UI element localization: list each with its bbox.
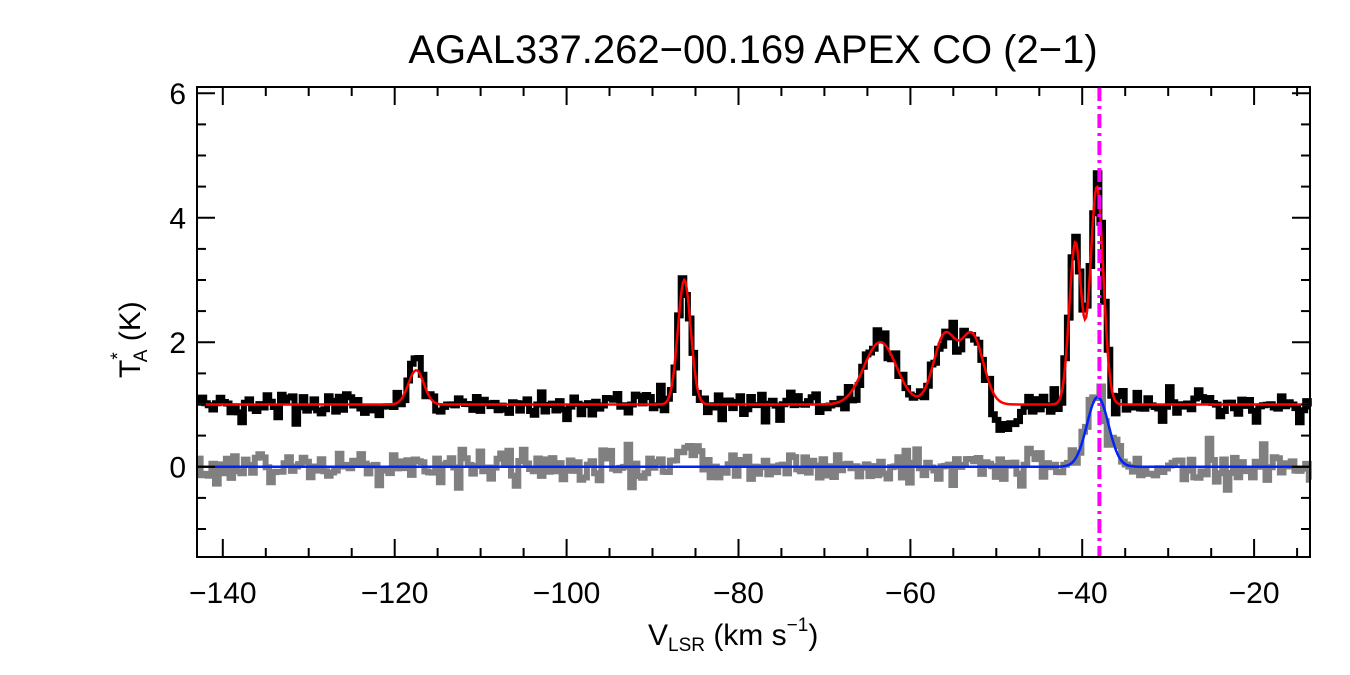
plot-frame — [196, 86, 1311, 558]
x-axis-label-close: ) — [808, 619, 818, 652]
tick-layer — [197, 87, 1310, 557]
x-tick-label: −40 — [1057, 577, 1108, 610]
y-axis-label: T* A (K) — [108, 301, 152, 378]
y-axis-label-sup: * — [108, 352, 129, 360]
x-tick-label: −120 — [361, 577, 429, 610]
x-tick-label: −20 — [1229, 577, 1280, 610]
x-axis-label-sub: LSR — [668, 635, 705, 656]
x-tick-label: −140 — [189, 577, 257, 610]
x-tick-label: −100 — [533, 577, 601, 610]
y-tick-label: 4 — [169, 203, 186, 236]
x-tick-label: −60 — [885, 577, 936, 610]
y-axis-label-sub: A — [131, 349, 152, 362]
x-axis-label: VLSR (km s−1) — [648, 615, 818, 656]
y-tick-label: 6 — [169, 78, 186, 111]
chart-title: AGAL337.262−00.169 APEX CO (2−1) — [408, 28, 1097, 72]
series-multi-gaussian-fit — [197, 184, 1310, 406]
y-tick-label: 0 — [169, 452, 186, 485]
x-axis-label-sup: −1 — [787, 615, 809, 636]
series-source-velocity-gaussian-fit — [197, 395, 1310, 468]
ticklabel-layer: −140 −120 −100 −80 −60 −40 −20 0 2 4 6 — [169, 78, 1279, 610]
y-tick-label: 2 — [169, 327, 186, 360]
x-axis-label-rest: (km s — [705, 619, 787, 652]
x-tick-label: −80 — [713, 577, 764, 610]
y-axis-label-rest: (K) — [114, 301, 147, 349]
y-axis-label-main: T — [114, 360, 147, 378]
x-axis-label-main: V — [648, 619, 668, 652]
series-layer — [197, 170, 1312, 493]
